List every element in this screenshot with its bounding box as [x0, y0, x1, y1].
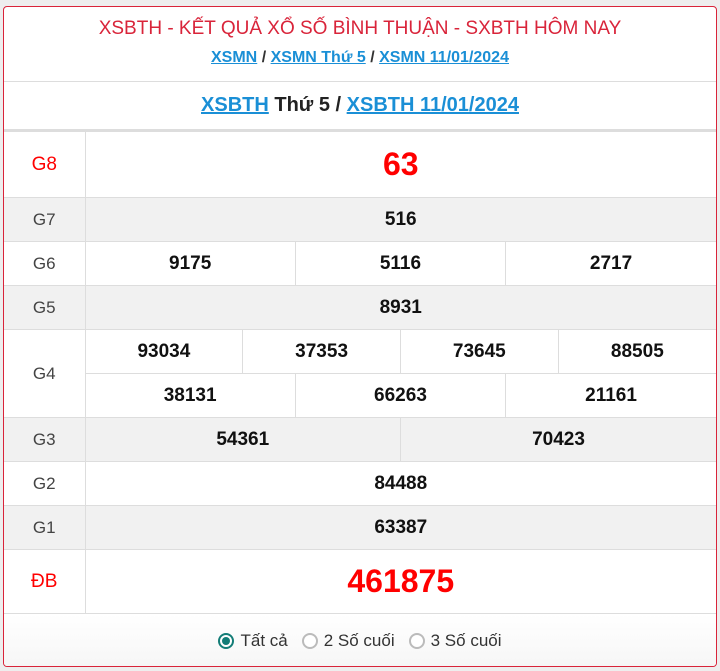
subtitle-text: Thứ 5 / [268, 94, 347, 116]
header: XSBTH - KẾT QUẢ XỔ SỐ BÌNH THUẬN - SXBTH… [4, 7, 716, 82]
radio-icon[interactable] [408, 632, 425, 649]
prize-row-g3: G3 54361 70423 [4, 417, 716, 462]
breadcrumb-separator: / [370, 49, 375, 66]
prize-value: 461875 [84, 549, 716, 614]
prize-value: 70423 [399, 417, 716, 462]
breadcrumb: XSMN / XSMN Thứ 5 / XSMN 11/01/2024 [4, 49, 716, 67]
result-panel: XSBTH - KẾT QUẢ XỔ SỐ BÌNH THUẬN - SXBTH… [3, 6, 717, 667]
prize-value: 516 [84, 197, 716, 242]
filter-last-3[interactable]: 3 Số cuối [408, 630, 502, 651]
prize-value: 21161 [505, 373, 716, 418]
filter-last-2[interactable]: 2 Số cuối [301, 630, 395, 651]
prize-label: G6 [4, 241, 86, 286]
prize-value: 38131 [84, 373, 296, 418]
prize-row-g5: G5 8931 [4, 285, 716, 330]
prize-row-g6: G6 9175 5116 2717 [4, 241, 716, 286]
prize-row-g8: G8 63 [4, 131, 716, 198]
breadcrumb-xsmn-thu5[interactable]: XSMN Thứ 5 [270, 49, 366, 66]
prize-label: ĐB [4, 549, 86, 614]
prize-value: 54361 [84, 417, 401, 462]
filter-all[interactable]: Tất cả [218, 630, 288, 651]
breadcrumb-xsmn-date[interactable]: XSMN 11/01/2024 [379, 49, 509, 66]
prize-row-g4: G4 93034 37353 73645 88505 [4, 329, 716, 418]
prize-label: G4 [4, 329, 86, 418]
prize-row-g1: G1 63387 [4, 505, 716, 550]
prize-value: 73645 [399, 329, 559, 374]
prize-value: 5116 [294, 241, 507, 286]
prize-value: 8931 [84, 285, 716, 330]
prize-value: 63387 [84, 505, 716, 550]
results-table: G8 63 G7 516 G6 9175 5116 2717 G5 8931 G4 93034… [4, 131, 716, 614]
prize-value: 37353 [242, 329, 401, 374]
prize-value: 63 [84, 131, 716, 198]
filter-label: Tất cả [240, 630, 288, 650]
prize-row-db: ĐB 461875 [4, 549, 716, 614]
prize-row-g4b: 38131 66263 21161 [4, 373, 716, 418]
subtitle-date-link[interactable]: XSBTH 11/01/2024 [346, 94, 519, 116]
prize-label: G2 [4, 461, 86, 506]
prize-value: 88505 [557, 329, 716, 374]
subtitle: XSBTH Thứ 5 / XSBTH 11/01/2024 [4, 82, 716, 131]
prize-value: 2717 [505, 241, 716, 286]
prize-value: 9175 [84, 241, 296, 286]
prize-label: G7 [4, 197, 86, 242]
prize-value: 93034 [84, 329, 244, 374]
prize-value: 66263 [294, 373, 507, 418]
prize-label: G3 [4, 417, 86, 462]
filter-label: 3 Số cuối [430, 630, 502, 650]
breadcrumb-xsmn[interactable]: XSMN [211, 49, 258, 66]
prize-row-g7: G7 516 [4, 197, 716, 242]
digit-filter: Tất cả 2 Số cuối 3 Số cuối [4, 614, 716, 666]
prize-label: G1 [4, 505, 86, 550]
radio-selected-icon[interactable] [218, 632, 235, 649]
prize-label: G5 [4, 285, 86, 330]
prize-value: 84488 [84, 461, 716, 506]
prize-label: G8 [4, 131, 86, 198]
filter-label: 2 Số cuối [323, 630, 395, 650]
page-title: XSBTH - KẾT QUẢ XỔ SỐ BÌNH THUẬN - SXBTH… [98, 18, 622, 39]
breadcrumb-separator: / [261, 49, 267, 66]
prize-row-g2: G2 84488 [4, 461, 716, 506]
radio-icon[interactable] [301, 632, 318, 649]
subtitle-xsbth-link[interactable]: XSBTH [201, 94, 269, 116]
